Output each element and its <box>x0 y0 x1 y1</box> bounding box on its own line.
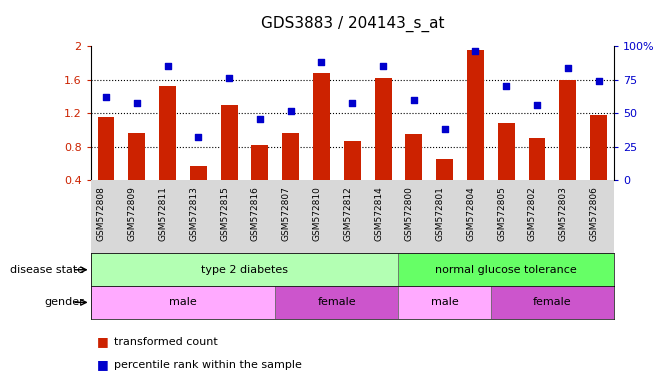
Text: GSM572810: GSM572810 <box>313 186 321 241</box>
Text: transformed count: transformed count <box>114 337 218 347</box>
Text: gender: gender <box>44 297 84 308</box>
Bar <box>313 73 330 180</box>
Point <box>193 134 204 141</box>
Point <box>132 99 142 106</box>
Point <box>440 126 450 132</box>
Text: male: male <box>169 297 197 308</box>
Bar <box>252 145 268 180</box>
Text: GSM572809: GSM572809 <box>127 186 137 241</box>
Point <box>254 116 265 122</box>
Text: GSM572801: GSM572801 <box>435 186 445 241</box>
Text: GSM572813: GSM572813 <box>189 186 199 241</box>
Text: GSM572807: GSM572807 <box>282 186 291 241</box>
Point <box>162 63 173 70</box>
Bar <box>491 286 614 319</box>
Text: GSM572803: GSM572803 <box>559 186 568 241</box>
Bar <box>467 50 484 180</box>
Bar <box>374 78 392 180</box>
Bar <box>529 139 546 180</box>
Point <box>347 99 358 106</box>
Bar <box>221 105 238 180</box>
Point <box>409 97 419 103</box>
Text: GSM572805: GSM572805 <box>497 186 506 241</box>
Bar <box>128 132 145 180</box>
Text: GSM572812: GSM572812 <box>344 186 352 241</box>
Text: GSM572815: GSM572815 <box>220 186 229 241</box>
Bar <box>91 253 399 286</box>
Point <box>531 102 542 108</box>
Bar <box>436 159 453 180</box>
Point <box>470 48 481 55</box>
Text: GSM572816: GSM572816 <box>251 186 260 241</box>
Bar <box>282 132 299 180</box>
Bar <box>498 123 515 180</box>
Text: GSM572814: GSM572814 <box>374 186 383 241</box>
Text: type 2 diabetes: type 2 diabetes <box>201 265 288 275</box>
Text: disease state: disease state <box>10 265 84 275</box>
Bar <box>560 79 576 180</box>
Bar <box>590 115 607 180</box>
Text: GSM572806: GSM572806 <box>590 186 599 241</box>
Bar <box>91 286 275 319</box>
Bar <box>190 166 207 180</box>
Text: GSM572808: GSM572808 <box>97 186 106 241</box>
Bar <box>159 86 176 180</box>
Point <box>378 63 389 70</box>
Text: percentile rank within the sample: percentile rank within the sample <box>114 360 302 370</box>
Bar <box>399 286 491 319</box>
Bar <box>405 134 422 180</box>
Point <box>223 75 234 81</box>
Point <box>562 65 573 71</box>
Point <box>501 83 511 89</box>
Text: GSM572804: GSM572804 <box>466 186 476 241</box>
Bar <box>275 286 399 319</box>
Point <box>101 94 111 100</box>
Point <box>316 59 327 65</box>
Text: GSM572802: GSM572802 <box>528 186 537 241</box>
Bar <box>97 118 115 180</box>
Text: female: female <box>533 297 572 308</box>
Point <box>593 78 604 84</box>
Text: ■: ■ <box>97 335 109 348</box>
Point <box>285 108 296 114</box>
Text: female: female <box>317 297 356 308</box>
Text: GSM572811: GSM572811 <box>158 186 168 241</box>
Text: GDS3883 / 204143_s_at: GDS3883 / 204143_s_at <box>260 15 444 31</box>
Text: normal glucose tolerance: normal glucose tolerance <box>435 265 577 275</box>
Bar <box>399 253 614 286</box>
Bar <box>344 141 361 180</box>
Text: male: male <box>431 297 458 308</box>
Text: GSM572800: GSM572800 <box>405 186 414 241</box>
Text: ■: ■ <box>97 358 109 371</box>
